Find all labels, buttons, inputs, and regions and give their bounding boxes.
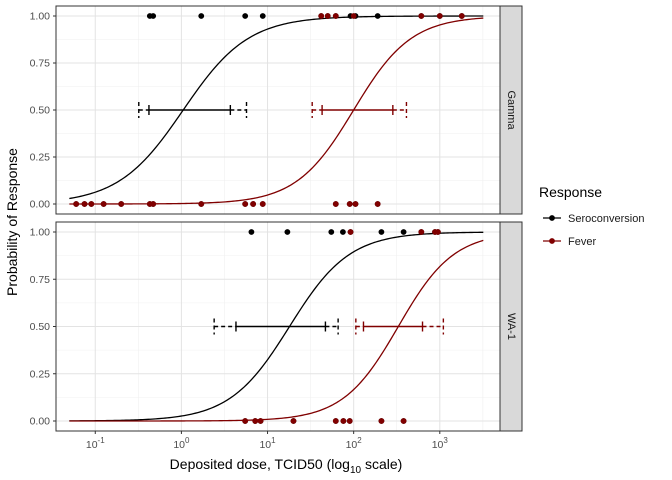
- data-point: [88, 201, 95, 207]
- data-point: [290, 418, 297, 424]
- data-point: [318, 13, 325, 19]
- series-fever: [69, 229, 484, 424]
- y-tick-label: 0.50: [30, 105, 51, 117]
- legend-key-point: [549, 238, 555, 244]
- y-tick-label: 1.00: [30, 227, 51, 239]
- data-point: [324, 13, 331, 19]
- data-point: [259, 13, 266, 19]
- y-tick-label: 0.25: [30, 368, 51, 380]
- x-tick-label: 103: [432, 436, 449, 451]
- data-point: [374, 13, 381, 19]
- dose-response-curve: [69, 239, 484, 422]
- legend-key-point: [549, 215, 555, 221]
- data-point: [378, 229, 385, 235]
- facet-strip-label: Gamma: [505, 90, 517, 130]
- data-point: [252, 418, 259, 424]
- data-point: [340, 418, 347, 424]
- data-point: [284, 229, 291, 235]
- x-axis-label-main: Deposited dose, TCID50 (log: [170, 456, 350, 472]
- data-point: [257, 418, 264, 424]
- data-point: [242, 418, 249, 424]
- data-point: [400, 418, 407, 424]
- x-axis-label-subscript: 10: [350, 465, 362, 476]
- y-axis: 0.00 0.25 0.50 0.75 1.00: [30, 227, 56, 428]
- y-axis: 0.00 0.25 0.50 0.75 1.00: [30, 11, 56, 211]
- y-tick-label: 0.00: [30, 199, 51, 211]
- data-point: [328, 229, 335, 235]
- y-tick-label: 0.75: [30, 274, 51, 286]
- data-point: [150, 13, 157, 19]
- data-point: [242, 13, 249, 19]
- data-point: [346, 418, 353, 424]
- data-point: [458, 13, 465, 19]
- data-point: [332, 201, 339, 207]
- data-point: [436, 13, 443, 19]
- data-point: [400, 229, 407, 235]
- facet-panels: 0.00 0.25 0.50 0.75 1.00 Gamma 0.00 0.25 0.50 0.7…: [30, 5, 523, 432]
- data-point: [332, 418, 339, 424]
- y-tick-label: 0.25: [30, 152, 51, 164]
- data-point: [242, 201, 249, 207]
- data-point: [118, 201, 125, 207]
- x-tick-label: 102: [346, 436, 363, 451]
- facet-strip-label: WA-1: [505, 313, 517, 340]
- data-point: [100, 201, 107, 207]
- data-point: [250, 201, 257, 207]
- data-point: [340, 229, 346, 235]
- facet-panel-wa-1: 0.00 0.25 0.50 0.75 1.00 WA-1: [30, 221, 523, 432]
- facet-panel-gamma: 0.00 0.25 0.50 0.75 1.00 Gamma: [30, 5, 523, 215]
- data-point: [352, 201, 359, 207]
- legend-entry-seroconversion: Seroconversion: [543, 213, 644, 225]
- dose-response-curve: [69, 231, 484, 422]
- y-tick-label: 0.50: [30, 321, 51, 333]
- legend-label: Fever: [568, 236, 596, 248]
- x-tick-label: 100: [173, 436, 190, 451]
- facet-strip: [499, 221, 523, 432]
- y-tick-label: 0.00: [30, 416, 51, 428]
- legend-title: Response: [539, 184, 602, 200]
- x-tick-label: 10-1: [86, 436, 105, 451]
- x-axis: 10-1 100 101 102 103: [86, 431, 449, 451]
- data-point: [418, 13, 425, 19]
- data-point: [73, 201, 80, 207]
- data-point: [259, 201, 266, 207]
- legend-label: Seroconversion: [568, 213, 644, 225]
- y-axis-label: Probability of Response: [4, 148, 20, 296]
- facet-strip: [499, 5, 523, 215]
- x-axis-label-suffix: scale): [361, 456, 402, 472]
- data-point: [378, 418, 385, 424]
- series-fever: [69, 13, 484, 207]
- data-point: [248, 229, 255, 235]
- data-point: [150, 201, 157, 207]
- data-point: [198, 13, 205, 19]
- x-axis-label: Deposited dose, TCID50 (log10 scale): [170, 456, 403, 476]
- data-point: [346, 201, 353, 207]
- x-tick-label: 101: [259, 436, 276, 451]
- data-point: [434, 229, 441, 235]
- data-point: [332, 13, 339, 19]
- dose-response-curve: [69, 17, 484, 205]
- y-tick-label: 0.75: [30, 58, 51, 70]
- data-point: [198, 201, 205, 207]
- legend-entry-fever: Fever: [543, 236, 596, 248]
- data-point: [347, 229, 354, 235]
- data-point: [374, 201, 381, 207]
- y-tick-label: 1.00: [30, 11, 51, 23]
- data-point: [350, 13, 357, 19]
- data-point: [81, 201, 88, 207]
- dose-response-curve: [69, 15, 484, 200]
- legend: Response Seroconversion Fever: [539, 184, 644, 248]
- data-point: [418, 229, 425, 235]
